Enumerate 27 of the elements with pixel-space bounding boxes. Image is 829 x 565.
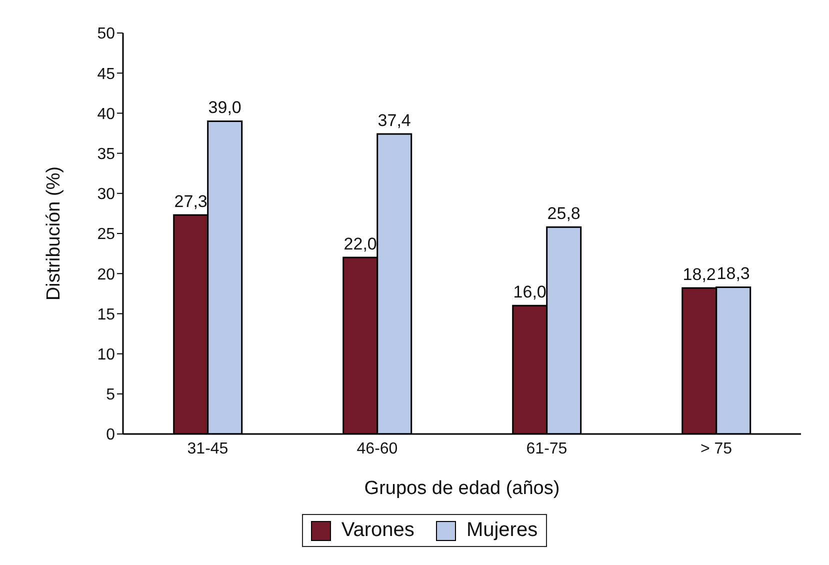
data-label: 16,0 bbox=[513, 282, 546, 302]
x-tick-label: > 75 bbox=[700, 440, 732, 458]
y-tick-label: 30 bbox=[97, 186, 116, 204]
y-tick-label: 35 bbox=[97, 146, 116, 163]
y-tick-label: 45 bbox=[97, 66, 116, 83]
y-tick-label: 0 bbox=[106, 426, 116, 444]
data-label: 18,3 bbox=[716, 264, 750, 284]
data-label: 39,0 bbox=[208, 98, 242, 118]
y-tick-label: 40 bbox=[97, 106, 116, 123]
legend-label: Mujeres bbox=[465, 519, 538, 542]
data-label: 22,0 bbox=[344, 234, 377, 254]
y-tick-label: 25 bbox=[97, 226, 116, 244]
data-label: 18,2 bbox=[682, 265, 716, 284]
y-tick-label: 20 bbox=[97, 266, 116, 284]
x-tick-label: 46-60 bbox=[356, 440, 398, 458]
data-label: 27,3 bbox=[174, 192, 208, 212]
y-tick-label: 15 bbox=[97, 306, 116, 324]
data-label: 25,8 bbox=[547, 204, 580, 224]
y-tick-label: 5 bbox=[106, 386, 116, 404]
x-axis-title: Grupos de edad (años) bbox=[364, 478, 560, 499]
x-tick-label: 61-75 bbox=[526, 440, 568, 458]
legend-label: Varones bbox=[340, 519, 414, 542]
y-tick-label: 10 bbox=[97, 346, 116, 364]
x-tick-label: 31-45 bbox=[187, 440, 228, 458]
y-axis-title: Distribución (%) bbox=[44, 166, 65, 301]
y-tick-label: 50 bbox=[97, 26, 116, 43]
data-label: 37,4 bbox=[378, 111, 411, 130]
